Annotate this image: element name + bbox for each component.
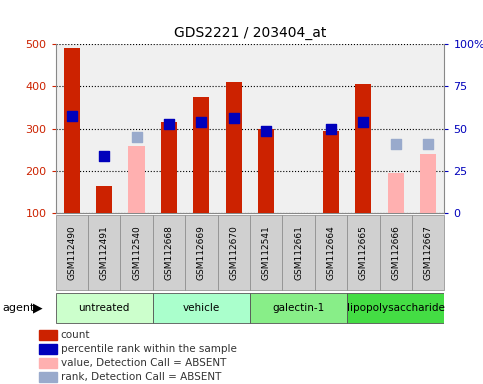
Point [165, 121, 173, 127]
Point [100, 153, 108, 159]
Title: GDS2221 / 203404_at: GDS2221 / 203404_at [174, 26, 326, 40]
Text: GSM112666: GSM112666 [391, 225, 400, 280]
Bar [315, 215, 347, 290]
Bar [380, 215, 412, 290]
Bar [347, 293, 444, 323]
Bar [153, 293, 250, 323]
Bar [56, 215, 88, 290]
Text: value, Detection Call = ABSENT: value, Detection Call = ABSENT [61, 358, 226, 368]
Text: GSM112664: GSM112664 [327, 225, 336, 280]
Text: GSM112491: GSM112491 [99, 225, 109, 280]
Text: GSM112540: GSM112540 [132, 225, 141, 280]
Text: percentile rank within the sample: percentile rank within the sample [61, 344, 237, 354]
Bar [39, 358, 57, 368]
Point [68, 113, 76, 119]
Bar [283, 215, 315, 290]
Text: GSM112670: GSM112670 [229, 225, 238, 280]
Bar [39, 372, 57, 382]
Bar [153, 215, 185, 290]
Text: untreated: untreated [78, 303, 130, 313]
Point [424, 141, 432, 147]
Point [198, 119, 205, 125]
Bar [347, 215, 380, 290]
Bar [355, 84, 371, 213]
Bar [56, 293, 153, 323]
Text: GSM112490: GSM112490 [67, 225, 76, 280]
Bar [217, 215, 250, 290]
Bar [193, 97, 210, 213]
Point [327, 126, 335, 132]
Text: GSM112661: GSM112661 [294, 225, 303, 280]
Text: GSM112541: GSM112541 [262, 225, 270, 280]
Text: galectin-1: galectin-1 [272, 303, 325, 313]
Point [230, 115, 238, 121]
Bar [250, 293, 347, 323]
Text: agent: agent [2, 303, 35, 313]
Text: rank, Detection Call = ABSENT: rank, Detection Call = ABSENT [61, 372, 221, 382]
Bar [250, 215, 283, 290]
Bar [226, 82, 242, 213]
Text: ▶: ▶ [33, 302, 43, 314]
Bar [39, 329, 57, 340]
Text: GSM112665: GSM112665 [359, 225, 368, 280]
Point [392, 141, 399, 147]
Bar [420, 154, 436, 213]
Bar [120, 215, 153, 290]
Bar [39, 344, 57, 354]
Text: GSM112668: GSM112668 [164, 225, 173, 280]
Point [133, 134, 141, 140]
Text: GSM112669: GSM112669 [197, 225, 206, 280]
Bar [258, 129, 274, 213]
Bar [323, 131, 339, 213]
Bar [88, 215, 120, 290]
Bar [412, 215, 444, 290]
Point [262, 127, 270, 134]
Text: lipopolysaccharide: lipopolysaccharide [347, 303, 445, 313]
Bar [128, 146, 144, 213]
Text: GSM112667: GSM112667 [424, 225, 433, 280]
Bar [185, 215, 217, 290]
Bar [161, 122, 177, 213]
Text: vehicle: vehicle [183, 303, 220, 313]
Bar [96, 186, 112, 213]
Text: count: count [61, 330, 90, 340]
Bar [388, 173, 404, 213]
Bar [64, 48, 80, 213]
Point [359, 119, 367, 125]
